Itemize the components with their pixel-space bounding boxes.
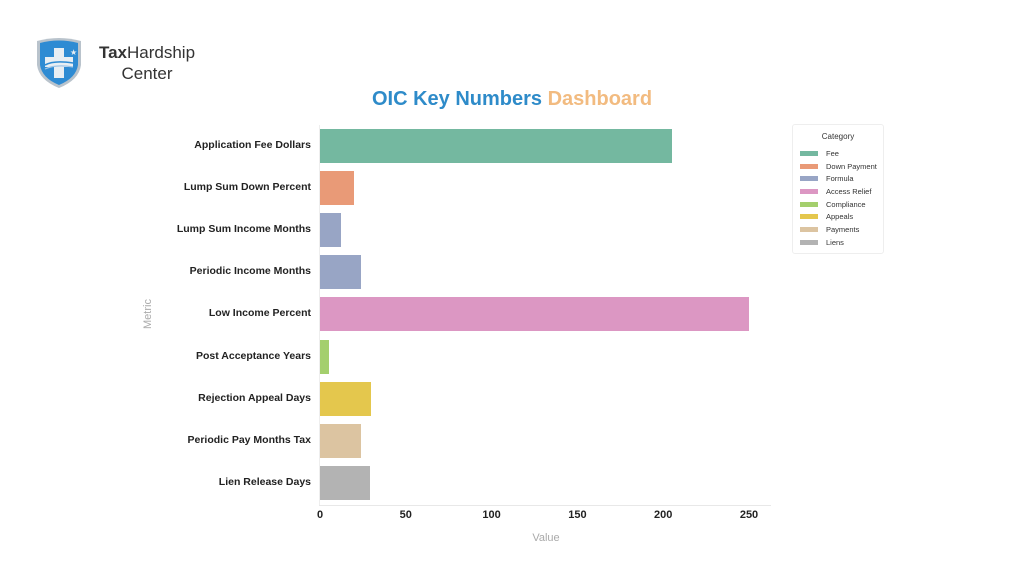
chart-title: OIC Key Numbers Dashboard xyxy=(0,88,1024,111)
legend-swatch xyxy=(800,176,818,182)
legend-swatch xyxy=(800,150,818,156)
title-part2: Dashboard xyxy=(547,88,653,110)
bar-lump-sum-income-months xyxy=(320,213,341,248)
y-tick-label: Application Fee Dollars xyxy=(194,139,311,151)
x-tick-label: 50 xyxy=(399,509,412,521)
legend-swatch xyxy=(800,201,818,207)
legend-swatch xyxy=(800,163,818,169)
legend: Category Fee Down Payment Formula Access Re… xyxy=(792,124,884,254)
legend-title: Category xyxy=(821,132,855,141)
brand-name: TaxHardship Center xyxy=(94,42,200,84)
legend-item: Liens xyxy=(793,236,883,249)
legend-swatch xyxy=(800,226,818,232)
bar-rejection-appeal-days xyxy=(320,381,372,416)
y-tick-label: Lump Sum Down Percent xyxy=(183,181,311,194)
x-tick-label: 200 xyxy=(654,509,673,521)
y-axis-title: Metric xyxy=(142,299,154,329)
bar-periodic-income-months xyxy=(320,255,362,290)
y-tick-label: Lien Release Days xyxy=(218,475,311,488)
legend-label: Compliance xyxy=(826,199,866,209)
bar-low-income-percent xyxy=(320,297,749,332)
y-tick-label: Lump Sum Income Months xyxy=(176,223,311,236)
legend-label: Liens xyxy=(826,237,844,247)
y-tick-label: Low Income Percent xyxy=(208,307,311,320)
legend-item: Access Relief xyxy=(793,185,883,198)
plot-area xyxy=(319,125,771,505)
legend-label: Appeals xyxy=(826,212,854,222)
legend-item: Appeals xyxy=(793,210,883,223)
x-tick-label: 0 xyxy=(316,509,324,521)
brand-line2: Center xyxy=(121,64,173,83)
shield-logo-icon: ★ xyxy=(37,38,81,88)
legend-swatch xyxy=(800,214,818,220)
legend-label: Payments xyxy=(826,224,860,234)
legend-label: Access Relief xyxy=(826,186,872,196)
title-part1: OIC Key Numbers xyxy=(371,88,543,110)
y-tick-label: Rejection Appeal Days xyxy=(198,391,311,404)
brand-name-bold: Tax xyxy=(98,43,127,62)
y-tick-label: Post Acceptance Years xyxy=(196,349,311,362)
svg-text:★: ★ xyxy=(70,48,77,57)
bar-lump-sum-down-percent xyxy=(320,171,355,206)
legend-item: Formula xyxy=(793,172,883,185)
y-tick-label: Periodic Income Months xyxy=(189,265,311,278)
x-axis-line xyxy=(319,505,771,506)
legend-label: Formula xyxy=(826,174,854,184)
bar-lien-release-days xyxy=(320,465,370,500)
y-tick-label: Periodic Pay Months Tax xyxy=(187,433,311,446)
legend-swatch xyxy=(800,188,818,194)
legend-item: Fee xyxy=(793,147,883,160)
bar-application-fee-dollars xyxy=(320,129,672,163)
bar-post-acceptance-years xyxy=(320,339,329,374)
x-tick-label: 150 xyxy=(568,509,587,521)
legend-label: Fee xyxy=(826,148,839,158)
legend-item: Payments xyxy=(793,223,883,236)
x-axis-title: Value xyxy=(532,532,560,544)
bar-periodic-pay-months-tax xyxy=(320,423,362,458)
legend-item: Compliance xyxy=(793,198,883,211)
x-tick-label: 100 xyxy=(482,509,501,521)
legend-item: Down Payment xyxy=(793,160,883,173)
brand-name-rest: Hardship xyxy=(127,43,196,62)
y-axis-line xyxy=(319,125,320,505)
legend-swatch xyxy=(800,239,818,245)
legend-label: Down Payment xyxy=(826,161,877,171)
x-tick-label: 250 xyxy=(739,509,759,521)
